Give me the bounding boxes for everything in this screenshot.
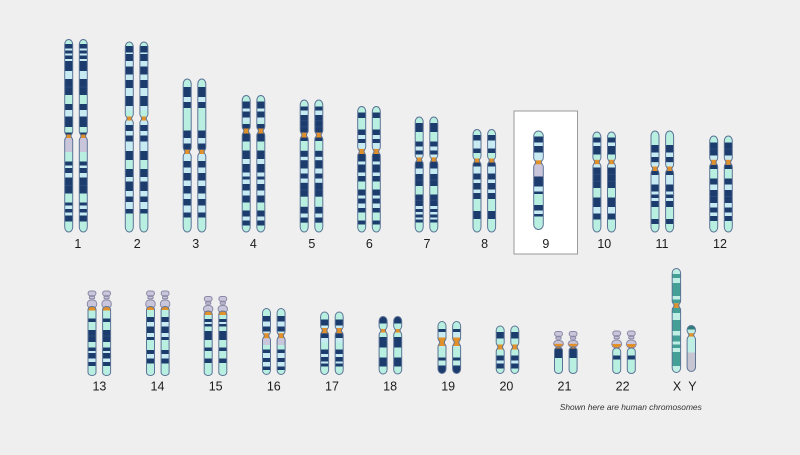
svg-text:16: 16 [267, 380, 281, 394]
svg-text:12: 12 [713, 237, 727, 251]
svg-text:10: 10 [597, 237, 611, 251]
svg-text:Y: Y [688, 380, 697, 394]
svg-text:17: 17 [325, 380, 339, 394]
svg-text:18: 18 [383, 380, 397, 394]
svg-text:13: 13 [92, 380, 106, 394]
svg-text:5: 5 [308, 237, 315, 251]
svg-text:2: 2 [134, 237, 141, 251]
svg-text:Shown here are human chromosom: Shown here are human chromosomes [560, 402, 703, 412]
svg-text:1: 1 [74, 237, 81, 251]
svg-text:19: 19 [441, 380, 455, 394]
svg-text:21: 21 [558, 380, 572, 394]
svg-text:7: 7 [424, 237, 431, 251]
svg-text:8: 8 [481, 237, 488, 251]
svg-text:3: 3 [192, 237, 199, 251]
svg-text:X: X [673, 380, 682, 394]
svg-text:15: 15 [209, 380, 223, 394]
svg-text:14: 14 [151, 380, 165, 394]
svg-text:22: 22 [616, 380, 630, 394]
svg-text:11: 11 [656, 237, 669, 251]
svg-text:6: 6 [366, 237, 373, 251]
svg-text:4: 4 [250, 237, 257, 251]
svg-text:9: 9 [542, 237, 549, 251]
svg-text:20: 20 [499, 380, 513, 394]
